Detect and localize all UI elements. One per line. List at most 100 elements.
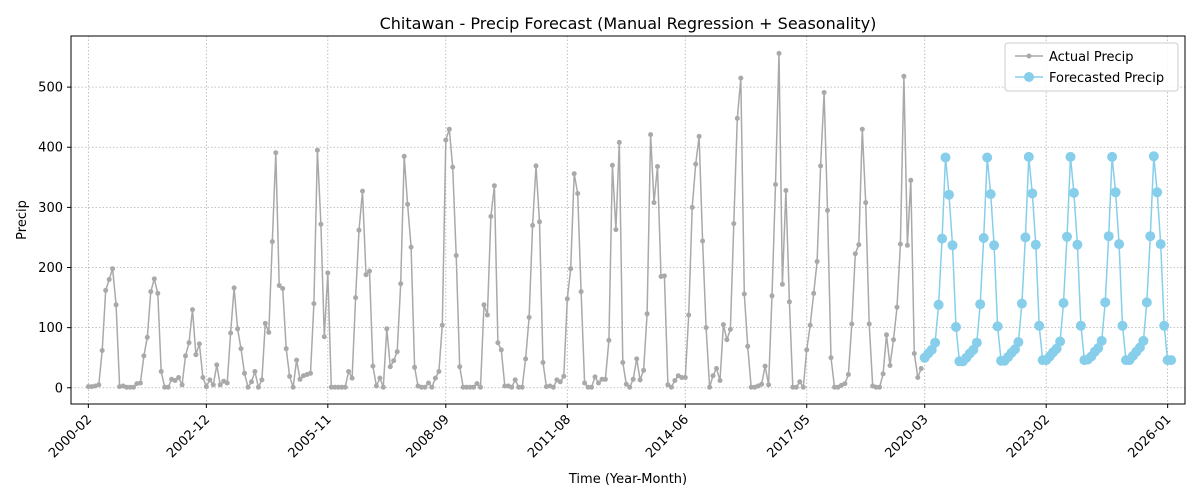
actual-precip-point (915, 375, 921, 380)
actual-precip-point (249, 379, 254, 385)
actual-precip-point (214, 362, 220, 368)
actual-precip-point (769, 293, 775, 299)
actual-precip-point (811, 290, 817, 296)
actual-precip-point (426, 380, 431, 386)
legend: Actual Precip Forecasted Precip (1004, 42, 1179, 92)
chart-title: Chitawan - Precip Forecast (Manual Regre… (380, 14, 877, 33)
forecast-precip-point (985, 189, 996, 200)
actual-precip-point (627, 384, 633, 390)
actual-precip-point (707, 384, 713, 390)
actual-precip-point (786, 299, 792, 305)
actual-precip-point (491, 183, 497, 189)
actual-precip-point (280, 286, 286, 291)
actual-precip-point (540, 360, 546, 365)
actual-precip-point (724, 337, 730, 343)
actual-precip-point (714, 366, 719, 371)
actual-precip-point (696, 133, 702, 139)
actual-precip-point (228, 330, 234, 336)
y-tick-label: 400 (38, 141, 63, 156)
actual-precip-point (825, 207, 830, 213)
actual-precip-point (648, 132, 654, 138)
forecast-precip-point (1072, 239, 1083, 250)
actual-precip-point (856, 242, 862, 248)
actual-precip-point (245, 384, 251, 390)
actual-precip-point (353, 295, 359, 301)
actual-precip-point (665, 382, 671, 388)
x-tick-label: 2005-11 (286, 412, 335, 461)
actual-precip-point (710, 373, 716, 379)
actual-precip-point (370, 363, 376, 369)
actual-precip-point (276, 283, 282, 288)
actual-precip-point (634, 356, 640, 362)
actual-precip-series (85, 50, 924, 390)
actual-precip-point (443, 137, 449, 143)
actual-precip-point (908, 177, 914, 183)
actual-precip-point (877, 384, 883, 390)
forecast-precip-point (1055, 336, 1066, 347)
actual-precip-point (484, 312, 490, 318)
actual-precip-point (273, 150, 279, 156)
actual-precip-point (842, 381, 848, 387)
actual-precip-point (339, 384, 345, 390)
actual-precip-point (176, 375, 182, 380)
forecast-precip-point (1166, 355, 1177, 366)
actual-precip-point (582, 380, 588, 386)
forecast-precip-point (1030, 239, 1041, 250)
actual-precip-point (432, 375, 438, 381)
actual-precip-point (571, 171, 577, 177)
actual-precip-point (884, 332, 889, 338)
actual-precip-point (193, 352, 199, 358)
actual-precip-point (557, 379, 563, 385)
actual-precip-point (911, 351, 917, 356)
forecast-precip-point (1114, 239, 1125, 250)
actual-precip-point (918, 366, 924, 371)
actual-precip-point (523, 356, 529, 362)
actual-precip-point (849, 321, 855, 327)
forecast-precip-point (951, 322, 961, 332)
actual-precip-point (148, 289, 154, 295)
actual-precip-point (519, 384, 525, 390)
actual-precip-point (99, 348, 105, 353)
actual-precip-point (196, 341, 202, 347)
actual-precip-point (349, 375, 355, 381)
actual-precip-point (377, 375, 383, 381)
x-tick-label: 2026-01 (1125, 412, 1174, 461)
plot-frame (70, 35, 1186, 405)
actual-precip-point (773, 182, 778, 187)
actual-precip-point (873, 384, 879, 390)
actual-precip-point (124, 384, 129, 390)
y-axis-label: Precip (15, 200, 30, 240)
actual-precip-point (738, 75, 744, 81)
actual-precip-point (394, 349, 400, 355)
actual-precip-point (800, 384, 806, 390)
actual-precip-point (186, 340, 192, 346)
actual-precip-point (144, 334, 150, 340)
actual-precip-point (655, 164, 660, 169)
actual-precip-point (113, 302, 119, 308)
actual-precip-point (814, 259, 820, 264)
actual-precip-point (457, 364, 463, 370)
actual-precip-point (155, 290, 161, 296)
actual-precip-point (717, 378, 723, 383)
actual-precip-point (217, 382, 223, 388)
actual-precip-point (165, 384, 171, 390)
actual-precip-point (210, 382, 216, 388)
actual-precip-point (408, 244, 414, 250)
forecast-precip-point (1068, 187, 1079, 198)
actual-precip-point (783, 188, 789, 193)
actual-precip-point (797, 379, 803, 385)
actual-precip-point (759, 381, 765, 387)
y-tick-label: 500 (38, 81, 63, 96)
actual-precip-point (904, 242, 910, 248)
actual-precip-point (526, 314, 532, 320)
forecast-precip-point (937, 233, 948, 244)
forecast-precip-point (1152, 187, 1163, 198)
actual-precip-point (602, 376, 608, 382)
actual-precip-point (342, 384, 348, 390)
x-tick-label: 2000-02 (46, 412, 95, 461)
actual-precip-point (127, 384, 133, 390)
actual-precip-point (464, 384, 470, 390)
actual-precip-point (703, 325, 709, 331)
actual-precip-point (741, 291, 747, 297)
actual-precip-point (866, 321, 872, 327)
